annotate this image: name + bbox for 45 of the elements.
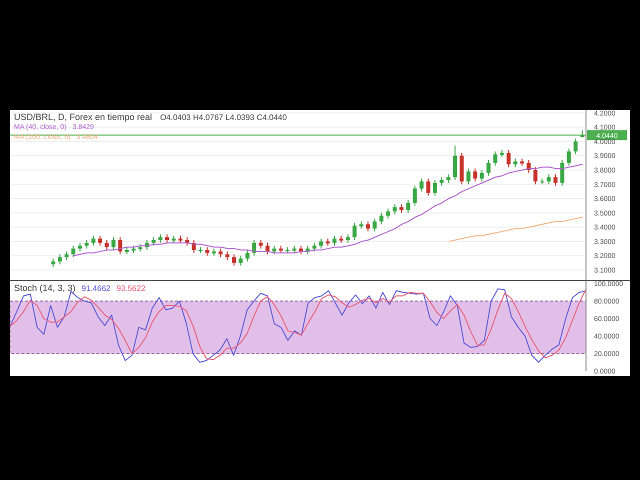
annotation: 91.4662	[82, 284, 110, 293]
candlestick	[71, 245, 76, 258]
line-series	[448, 216, 584, 242]
candlestick	[238, 255, 243, 266]
candlestick	[560, 160, 564, 186]
candlestick	[245, 250, 250, 262]
candlestick	[366, 220, 370, 232]
candlestick	[533, 166, 538, 185]
candlestick	[104, 240, 109, 250]
candlestick	[332, 235, 336, 246]
candlestick	[412, 185, 417, 206]
candlestick	[574, 138, 578, 155]
annotation: 93.5622	[116, 284, 146, 293]
candlestick	[372, 218, 377, 232]
annotation: O4.0403 H4.0767 L4.0393 C4.0440	[160, 113, 287, 122]
candlestick	[379, 212, 384, 225]
candlestick	[473, 168, 478, 182]
line-series	[73, 164, 584, 256]
candlestick	[118, 236, 122, 255]
candlestick	[58, 254, 62, 265]
candlestick	[392, 204, 397, 215]
chart-title: USD/BRL, D, Forex en tiempo real	[14, 112, 152, 122]
candlestick	[480, 170, 484, 182]
chart-title: Stoch (14, 3, 3)	[14, 283, 76, 293]
candlestick	[506, 150, 511, 168]
candlestick	[426, 178, 430, 196]
candlestick	[453, 145, 458, 180]
candlestick	[386, 208, 390, 220]
candlestick	[493, 150, 498, 166]
candlestick	[546, 174, 551, 185]
candlestick	[406, 200, 410, 214]
candlestick	[111, 236, 116, 250]
candlestick	[554, 174, 558, 186]
candlestick	[466, 168, 470, 185]
candlestick	[486, 160, 491, 176]
candlestick	[352, 222, 357, 240]
candlestick	[98, 235, 102, 246]
candlestick	[319, 238, 324, 250]
candlestick	[252, 240, 256, 256]
candlestick	[566, 148, 571, 166]
candlestick	[432, 180, 437, 196]
candlestick	[420, 178, 424, 192]
candlestick	[91, 235, 96, 246]
candlestick	[266, 242, 270, 255]
candlestick	[232, 254, 236, 266]
